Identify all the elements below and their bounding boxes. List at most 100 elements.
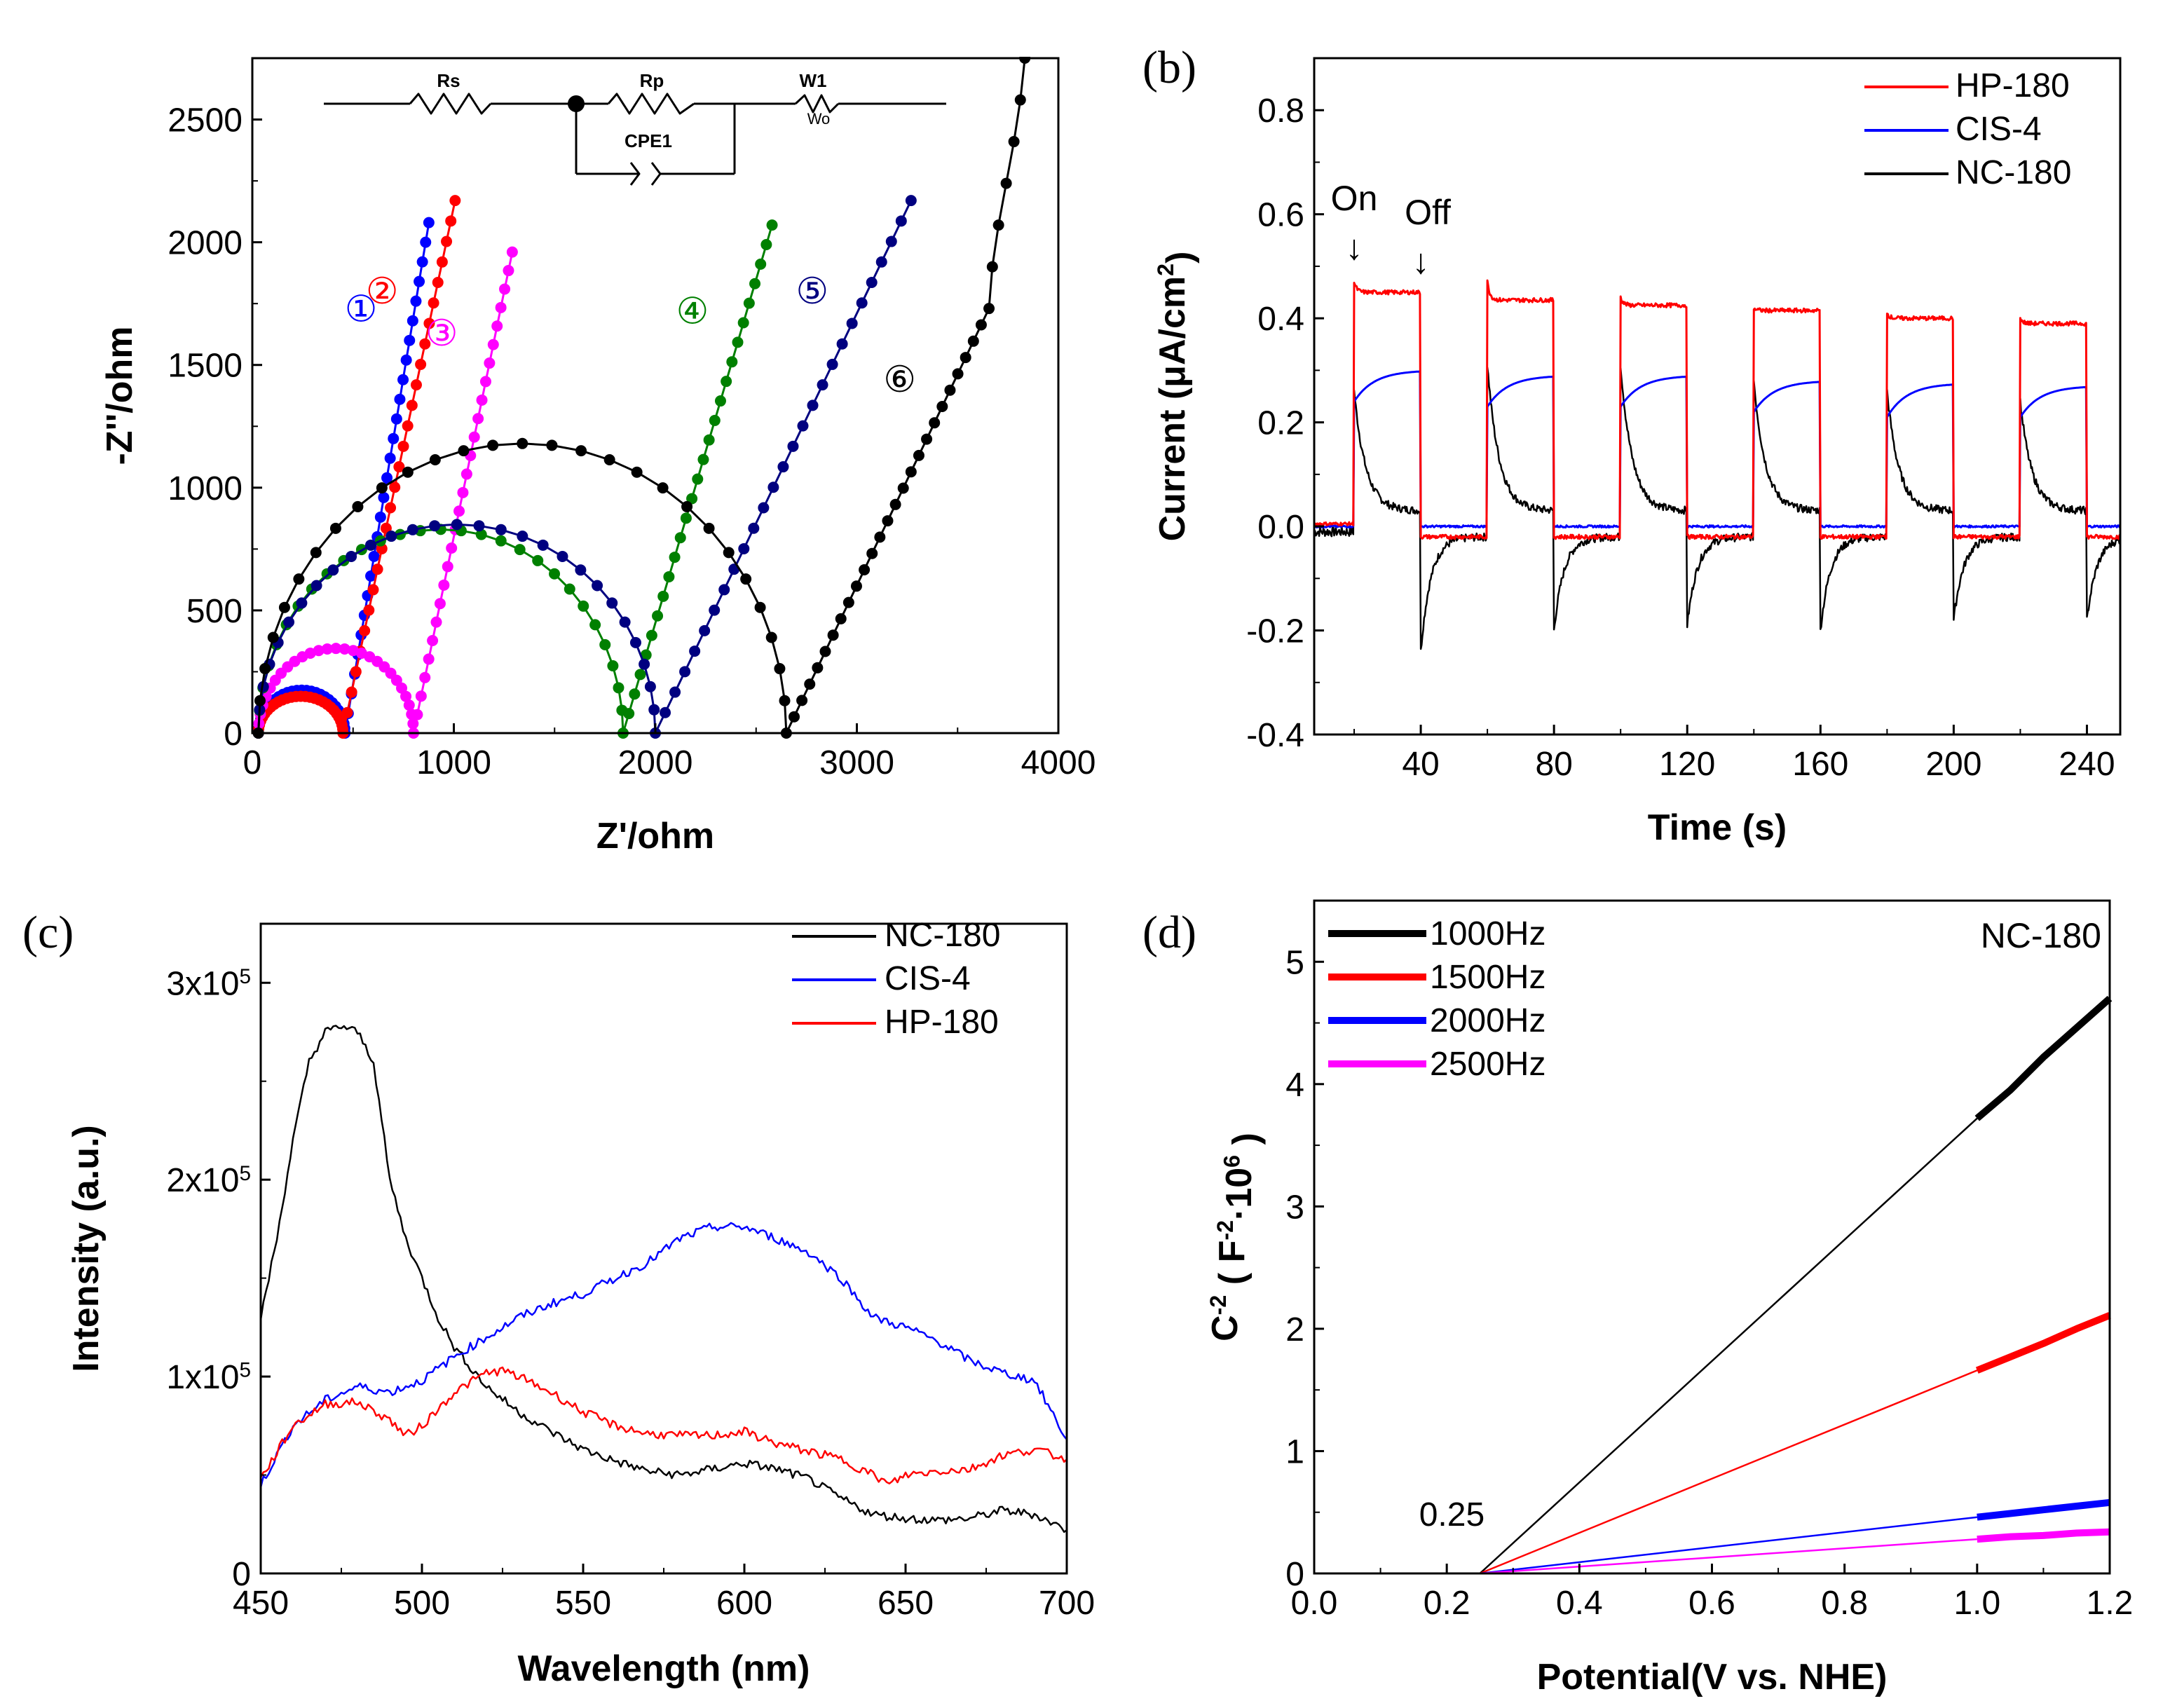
data-point [669, 552, 681, 563]
plot-frame [1313, 899, 2111, 1575]
data-point [875, 256, 887, 268]
data-point [679, 666, 691, 678]
series-1000hz [1974, 995, 2113, 1121]
data-point [737, 317, 749, 329]
data-point [648, 704, 660, 716]
data-point [283, 616, 295, 628]
data-point [468, 431, 480, 443]
data-point [430, 616, 442, 628]
data-point [657, 590, 669, 602]
x-tick-label: 450 [233, 1585, 289, 1622]
data-point [817, 379, 828, 391]
data-point [992, 219, 1004, 231]
data-point [441, 235, 453, 247]
data-point [475, 528, 487, 540]
data-point [453, 505, 465, 517]
data-point [634, 669, 646, 681]
data-point [329, 522, 341, 534]
data-point [827, 629, 839, 641]
annotation-on-arrow: ↓ [1346, 228, 1363, 267]
data-point [436, 256, 448, 268]
panel-c: (c) 450 500 550 600 650 700 0 1x105 2x105 3x105 NC-… [22, 907, 1095, 1689]
data-point [812, 662, 824, 674]
data-point [378, 491, 390, 503]
data-point [376, 482, 388, 494]
data-point [352, 500, 364, 512]
data-point [623, 708, 635, 720]
data-point [557, 550, 568, 562]
data-point [549, 568, 561, 580]
x-tick-label: 0 [243, 744, 262, 781]
data-point [254, 695, 266, 706]
y-axis-title: -Z''/ohm [100, 326, 140, 465]
data-point [606, 597, 618, 609]
x-tick-label: 500 [394, 1585, 450, 1622]
x-tick-label: 0.0 [1291, 1585, 1338, 1622]
data-point [774, 663, 786, 675]
data-point [889, 498, 901, 510]
data-point [882, 515, 894, 527]
data-point [755, 258, 767, 270]
y-tick-label: 0.2 [1257, 405, 1304, 442]
data-point [714, 395, 726, 407]
data-point [423, 653, 435, 665]
series-label: ⑥ [883, 360, 916, 400]
data-point [631, 466, 643, 478]
series-1500hz [1975, 1312, 2111, 1374]
data-point [743, 297, 755, 309]
x-tick-label: 600 [716, 1585, 772, 1622]
data-point [296, 597, 308, 609]
cpe-plate-right [650, 162, 662, 186]
data-point [819, 645, 831, 657]
legend-label: CIS-4 [1956, 111, 2042, 148]
data-point [859, 563, 871, 575]
series-hp-180 [1313, 279, 2121, 540]
x-tick-label: 4000 [1021, 744, 1096, 781]
series-2000hz [1977, 1498, 2110, 1521]
y-tick-label: 1 [1285, 1433, 1304, 1470]
data-point [564, 583, 575, 595]
data-point [407, 718, 419, 730]
data-point [427, 635, 439, 647]
data-point [407, 315, 418, 327]
data-point [699, 624, 711, 636]
x-tick-label: 40 [1402, 746, 1439, 783]
data-point [390, 413, 402, 425]
data-point [423, 317, 435, 329]
data-point [697, 453, 709, 465]
data-point [639, 658, 650, 670]
y-tick-label: 0 [1285, 1556, 1304, 1593]
series-nc-180 [259, 1025, 1067, 1533]
data-point [330, 643, 342, 655]
y-tick-label: 500 [186, 593, 243, 630]
data-point [267, 631, 279, 643]
series-line [257, 222, 430, 735]
intercept-label: 0.25 [1419, 1496, 1485, 1533]
data-point [313, 645, 325, 657]
y-tick-label: 1000 [168, 470, 243, 507]
x-tick-label: 2000 [618, 744, 693, 781]
x-tick-label: 0.2 [1424, 1585, 1470, 1622]
data-point [473, 520, 485, 532]
x-tick-label: 120 [1659, 746, 1715, 783]
data-point [680, 512, 692, 524]
y-tick-label: 0 [232, 1556, 251, 1593]
data-point [503, 265, 514, 277]
data-point [921, 433, 933, 445]
annotation-off-arrow: ↓ [1412, 242, 1430, 281]
data-point [394, 393, 406, 405]
data-point [402, 466, 414, 478]
data-point [885, 235, 897, 247]
data-point [346, 686, 357, 698]
data-point [960, 352, 971, 364]
data-point [445, 215, 457, 227]
fit-line [1479, 1117, 1978, 1574]
data-point [897, 482, 909, 494]
data-point [415, 358, 427, 370]
data-point [835, 613, 847, 624]
data-point [491, 320, 503, 332]
panel-a: (a)①②③④⑤⑥RsRpW1CPE1Wo0100020003000400005… [0, 0, 1096, 856]
x-axis-title: Potential(V vs. NHE) [1537, 1657, 1888, 1697]
data-point [975, 319, 987, 331]
data-point [846, 317, 858, 329]
